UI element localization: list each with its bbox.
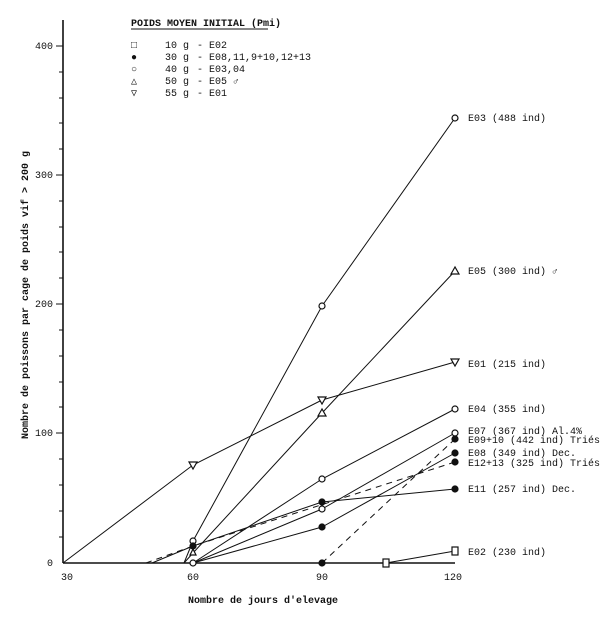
line-E03 [183, 117, 456, 564]
series-markers [187, 114, 461, 568]
label-E01: E01 (215 ind) [468, 359, 546, 371]
marker-E04-90 [318, 475, 326, 483]
x-tick-90: 90 [316, 573, 328, 584]
square-open-icon: □ [131, 41, 137, 52]
marker-E01-60 [187, 461, 199, 471]
x-tick-30: 30 [61, 573, 73, 584]
marker-E04-120 [451, 405, 459, 413]
marker-E05-60 [189, 547, 197, 556]
label-E11: E11 (257 ind) Dec. [468, 484, 576, 496]
marker-E05-120 [449, 265, 461, 275]
svg-text:- E02: - E02 [197, 41, 227, 52]
svg-text:55 g: 55 g [165, 89, 189, 100]
line-E04 [192, 408, 456, 564]
series-end-labels: E03 (488 ind) E05 (300 ind) ♂ E01 (215 i… [468, 113, 600, 559]
y-tick-400: 400 [35, 42, 53, 53]
marker-E0910-120 [451, 435, 459, 443]
legend-row-10g: □ 10 g - E02 [131, 41, 227, 52]
triangle-down-icon: ▽ [131, 89, 137, 100]
svg-text:10 g: 10 g [165, 41, 189, 52]
circle-filled-icon: ● [131, 53, 137, 64]
line-E01 [62, 361, 456, 564]
marker-E07-90 [318, 505, 326, 513]
y-tick-300: 300 [35, 171, 53, 182]
y-tick-100: 100 [35, 429, 53, 440]
label-E08: E08 (349 ind) Dec. [468, 448, 576, 460]
marker-E03-90 [318, 302, 326, 310]
marker-E11-120 [451, 485, 459, 493]
line-E07 [192, 432, 456, 564]
legend-row-40g: ○ 40 g - E03,04 [131, 65, 245, 76]
y-tick-200: 200 [35, 300, 53, 311]
line-E11 [151, 488, 456, 564]
line-E02 [385, 550, 456, 564]
legend-title: POIDS MOYEN INITIAL (Pmi) [131, 18, 281, 30]
circle-open-icon: ○ [131, 65, 137, 76]
legend: POIDS MOYEN INITIAL (Pmi) □ 10 g - E02 ●… [131, 18, 311, 100]
marker-E05-90 [316, 407, 328, 417]
label-E1213: E12+13 (325 ind) Triés [468, 458, 600, 470]
y-ticks [56, 45, 63, 538]
marker-E07-120 [451, 429, 459, 437]
marker-E02-120 [451, 546, 459, 556]
legend-row-55g: ▽ 55 g - E01 [131, 89, 227, 100]
label-E07: E07 (367 ind) Al.4% [468, 426, 582, 438]
x-tick-labels: 30 60 90 120 [61, 573, 462, 584]
y-tick-0: 0 [47, 559, 53, 570]
marker-E01-90 [316, 396, 328, 406]
marker-E1213-120 [451, 458, 459, 466]
svg-text:40 g: 40 g [165, 65, 189, 76]
marker-E04-60 [189, 559, 197, 567]
svg-text:50 g: 50 g [165, 77, 189, 88]
label-E0910: E09+10 (442 ind) Triés [468, 435, 600, 447]
x-tick-120: 120 [444, 573, 462, 584]
y-tick-labels: 400 300 200 100 0 [35, 42, 53, 570]
x-tick-60: 60 [187, 573, 199, 584]
marker-E03-120 [451, 114, 459, 122]
legend-row-50g: △ 50 g - E05 ♂ [131, 77, 239, 88]
marker-E08-120 [451, 449, 459, 457]
line-E0910 [321, 438, 456, 564]
x-axis-title: Nombre de jours d'elevage [188, 595, 338, 607]
line-E05 [183, 270, 456, 564]
label-E03: E03 (488 ind) [468, 113, 546, 125]
marker-E0910-90 [318, 559, 326, 567]
label-E05: E05 (300 ind) ♂ [468, 266, 558, 278]
triangle-up-icon: △ [131, 77, 137, 88]
label-E02: E02 (230 ind) [468, 547, 546, 559]
label-E04: E04 (355 ind) [468, 404, 546, 416]
svg-text:- E03,04: - E03,04 [197, 65, 245, 76]
series-lines [62, 117, 456, 564]
svg-text:- E01: - E01 [197, 89, 227, 100]
marker-E11-90 [318, 498, 326, 506]
legend-row-30g: ● 30 g - E08,11,9+10,12+13 [131, 53, 311, 64]
marker-E08-90 [318, 523, 326, 531]
svg-text:- E05 ♂: - E05 ♂ [197, 77, 239, 88]
marker-E02-105 [382, 558, 390, 568]
svg-text:30 g: 30 g [165, 53, 189, 64]
svg-text:- E08,11,9+10,12+13: - E08,11,9+10,12+13 [197, 53, 311, 64]
y-axis-title: Nombre de poissons par cage de poids vif… [20, 151, 32, 439]
marker-E01-120 [449, 358, 461, 368]
